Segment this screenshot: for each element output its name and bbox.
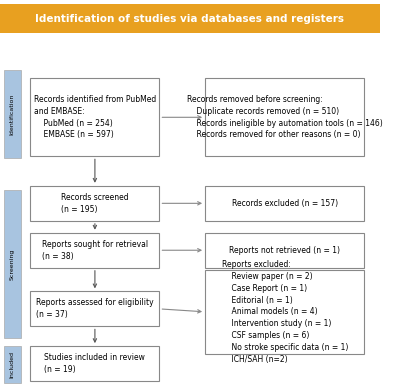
Text: Reports assessed for eligibility
(n = 37): Reports assessed for eligibility (n = 37… <box>36 298 154 319</box>
FancyBboxPatch shape <box>4 190 21 338</box>
Text: Studies included in review
(n = 19): Studies included in review (n = 19) <box>44 353 145 374</box>
Text: Reports sought for retrieval
(n = 38): Reports sought for retrieval (n = 38) <box>42 240 148 261</box>
FancyBboxPatch shape <box>205 233 364 268</box>
Text: Records screened
(n = 195): Records screened (n = 195) <box>61 193 129 214</box>
Text: Records identified from PubMed
and EMBASE:
    PubMed (n = 254)
    EMBASE (n = : Records identified from PubMed and EMBAS… <box>34 95 156 140</box>
FancyBboxPatch shape <box>30 233 160 268</box>
FancyBboxPatch shape <box>205 78 364 156</box>
Text: Included: Included <box>10 351 15 378</box>
FancyBboxPatch shape <box>205 186 364 221</box>
FancyBboxPatch shape <box>4 70 21 158</box>
Text: Reports excluded:
    Review paper (n = 2)
    Case Report (n = 1)
    Editorial: Reports excluded: Review paper (n = 2) C… <box>222 260 348 364</box>
FancyBboxPatch shape <box>30 78 160 156</box>
Text: Reports not retrieved (n = 1): Reports not retrieved (n = 1) <box>229 246 340 255</box>
Text: Identification of studies via databases and registers: Identification of studies via databases … <box>35 14 344 24</box>
Text: Identification: Identification <box>10 94 15 135</box>
FancyBboxPatch shape <box>0 4 380 33</box>
Text: Records excluded (n = 157): Records excluded (n = 157) <box>232 199 338 208</box>
Text: Screening: Screening <box>10 248 15 280</box>
FancyBboxPatch shape <box>4 346 21 383</box>
FancyBboxPatch shape <box>205 270 364 354</box>
FancyBboxPatch shape <box>30 346 160 381</box>
FancyBboxPatch shape <box>30 291 160 326</box>
Text: Records removed before screening:
    Duplicate records removed (n = 510)
    Re: Records removed before screening: Duplic… <box>187 95 382 140</box>
FancyBboxPatch shape <box>30 186 160 221</box>
